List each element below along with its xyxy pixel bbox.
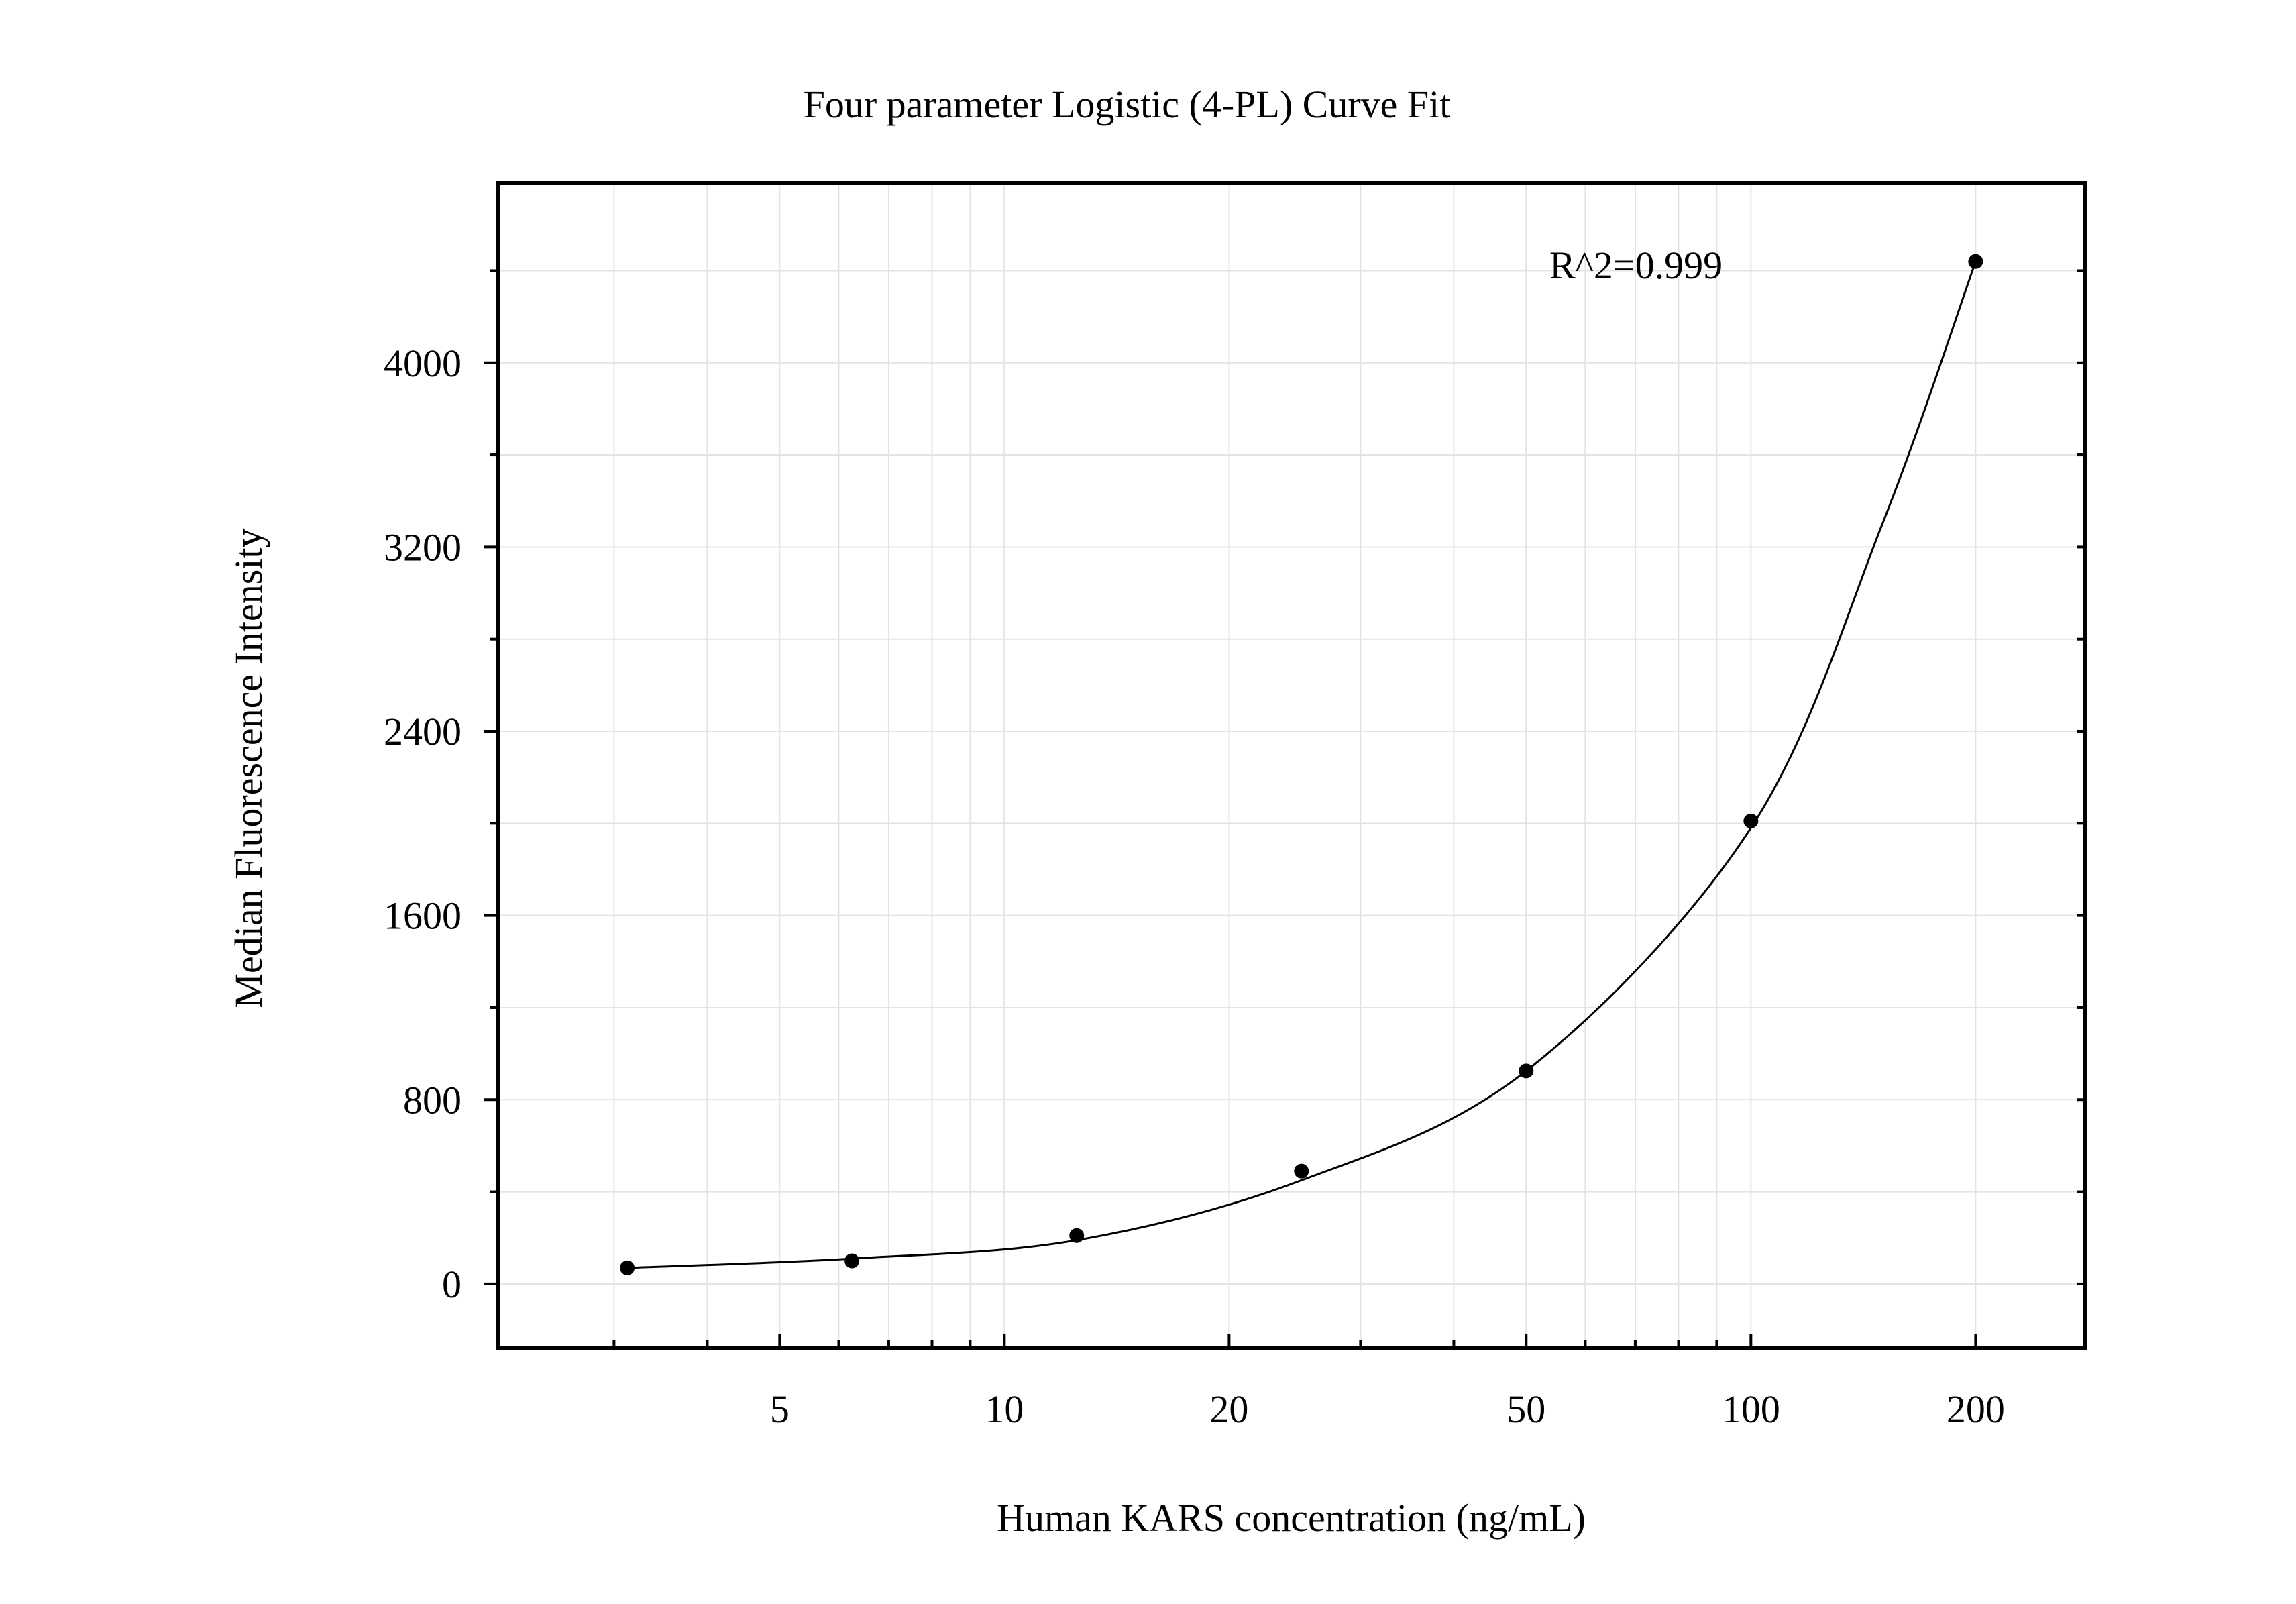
grid — [498, 183, 2085, 1348]
fit-curve-layer — [627, 261, 1977, 1269]
x-tick-label: 100 — [1722, 1387, 1780, 1431]
data-point — [620, 1260, 635, 1275]
x-tick-label: 200 — [1947, 1387, 2005, 1431]
y-tick-label: 0 — [442, 1263, 461, 1306]
x-tick-label: 50 — [1507, 1387, 1545, 1431]
axis-ticks: 5 10 20 50 100 200 0 800 1600 2400 3200 4000 — [384, 269, 2085, 1431]
y-tick-label: 2400 — [384, 710, 461, 753]
data-point — [1519, 1063, 1534, 1079]
data-point — [1743, 813, 1759, 828]
data-point — [1294, 1163, 1309, 1179]
y-tick-label: 4000 — [384, 341, 461, 385]
data-point — [1968, 254, 1983, 269]
fit-curve — [627, 261, 1977, 1269]
y-tick-label: 800 — [403, 1078, 461, 1122]
y-axis-label: Median Fluorescence Intensity — [227, 528, 270, 1008]
x-axis-label: Human KARS concentration (ng/mL) — [997, 1496, 1586, 1540]
chart-title: Four parameter Logistic (4-PL) Curve Fit — [804, 83, 1451, 126]
y-tick-label: 3200 — [384, 525, 461, 569]
data-point — [844, 1253, 860, 1269]
plot-frame — [496, 181, 2087, 1350]
x-tick-label: 5 — [770, 1387, 789, 1431]
data-point — [1069, 1228, 1085, 1243]
r-squared-annotation: R^2=0.999 — [1549, 244, 1723, 287]
x-tick-label: 20 — [1209, 1387, 1248, 1431]
data-points — [620, 254, 1983, 1275]
x-tick-label: 10 — [985, 1387, 1024, 1431]
y-tick-label: 1600 — [384, 894, 461, 938]
